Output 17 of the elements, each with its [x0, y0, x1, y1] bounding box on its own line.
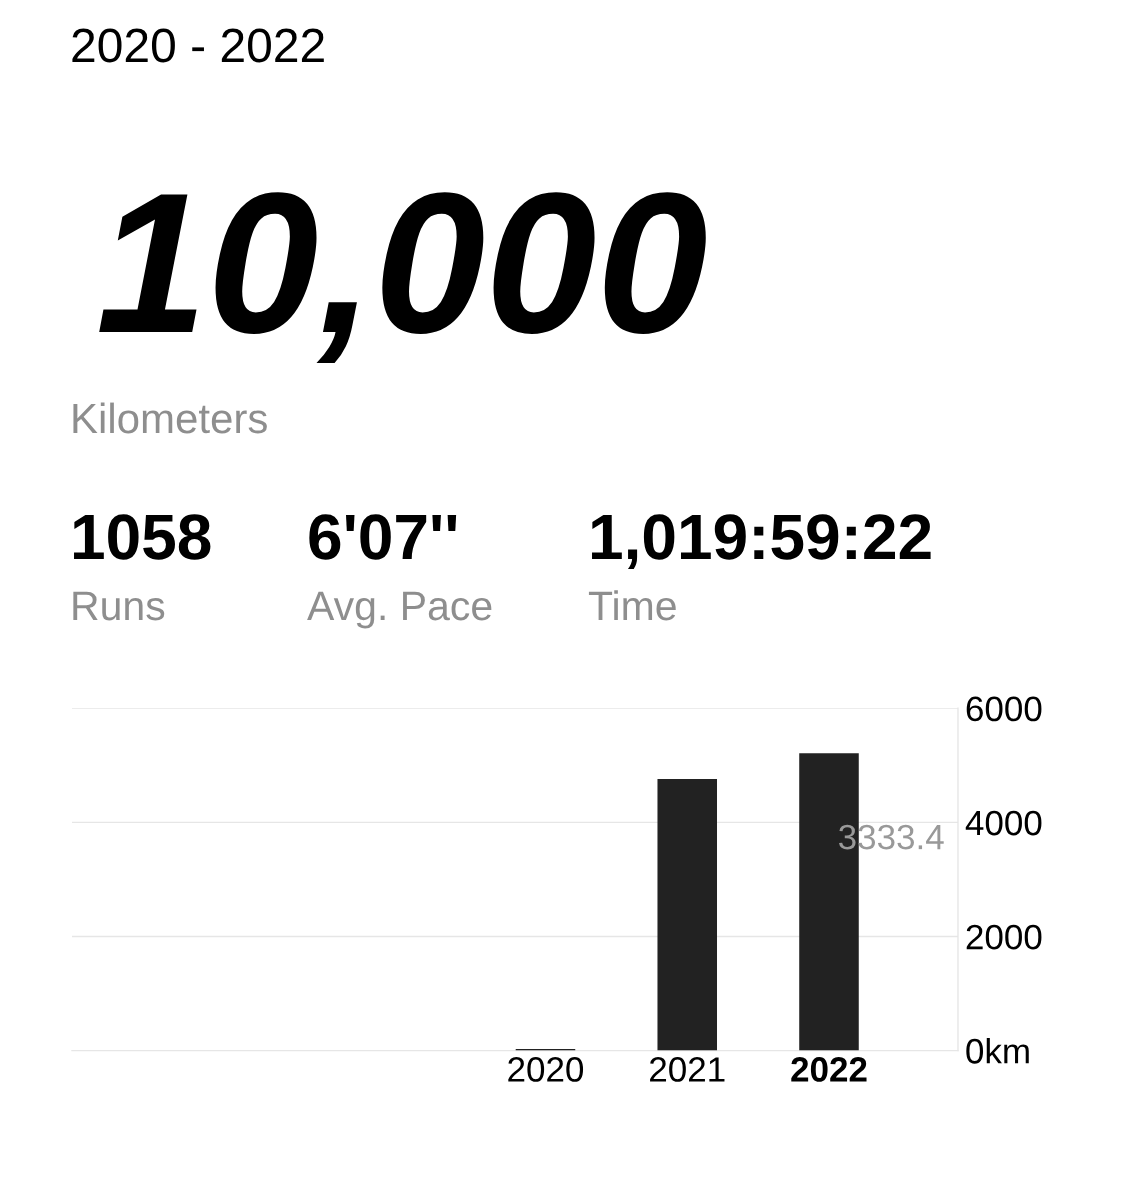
y-tick-label: 0km	[966, 1037, 1029, 1064]
text: 1,019:59:22	[592, 514, 931, 569]
text: Kilometers	[73, 402, 267, 434]
text: Time	[588, 590, 676, 621]
y-tick-label: 4000	[965, 810, 1042, 836]
text: 1058	[74, 514, 211, 560]
y-tick-label: 2000	[966, 924, 1042, 950]
x-tick-label: 2020	[508, 1057, 584, 1082]
bar	[657, 779, 718, 1051]
x-tick-label: 2021	[650, 1057, 725, 1082]
text: Avg. Pace	[307, 591, 492, 629]
text: 10,000	[99, 192, 706, 363]
text: 2020 - 2022	[72, 28, 324, 63]
text: Runs	[73, 591, 165, 621]
text: 6'07''	[309, 514, 457, 560]
x-tick-label: 2022	[791, 1057, 867, 1082]
y-tick-label: 6000	[966, 696, 1042, 722]
